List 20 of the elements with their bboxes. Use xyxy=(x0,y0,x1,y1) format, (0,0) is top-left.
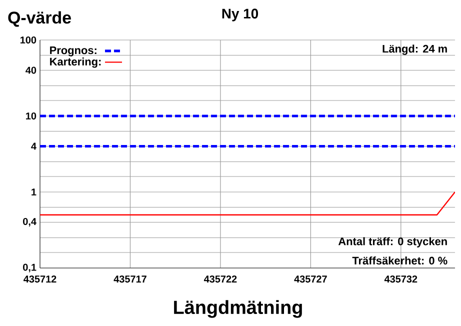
y-tick-label: 100 xyxy=(20,36,36,44)
y-tick-label: 0,1 xyxy=(23,264,36,272)
annotation: Längd: 24 m xyxy=(382,44,447,55)
x-tick-label: 435722 xyxy=(204,276,237,283)
y-axis-title: Q-värde xyxy=(8,11,71,27)
x-axis-title: Längdmätning xyxy=(174,300,302,318)
legend-label: Prognos: xyxy=(50,46,96,56)
x-tick-label: 435732 xyxy=(384,276,418,283)
annotation: Antal träff: 0 stycken xyxy=(338,237,447,248)
y-tick-label: 1 xyxy=(32,188,36,196)
y-tick-label: 10 xyxy=(26,112,36,120)
x-tick-label: 435712 xyxy=(24,276,56,283)
chart-title: Ny 10 xyxy=(222,8,258,22)
y-tick-label: 0,4 xyxy=(23,218,36,226)
x-tick-label: 435717 xyxy=(114,276,146,283)
y-tick-label: 40 xyxy=(26,66,36,74)
y-tick-label: 4 xyxy=(31,142,36,150)
legend-label: Kartering: xyxy=(50,57,101,68)
annotation: Träffsäkerhet: 0 % xyxy=(352,256,448,265)
x-tick-label: 435727 xyxy=(294,276,327,283)
